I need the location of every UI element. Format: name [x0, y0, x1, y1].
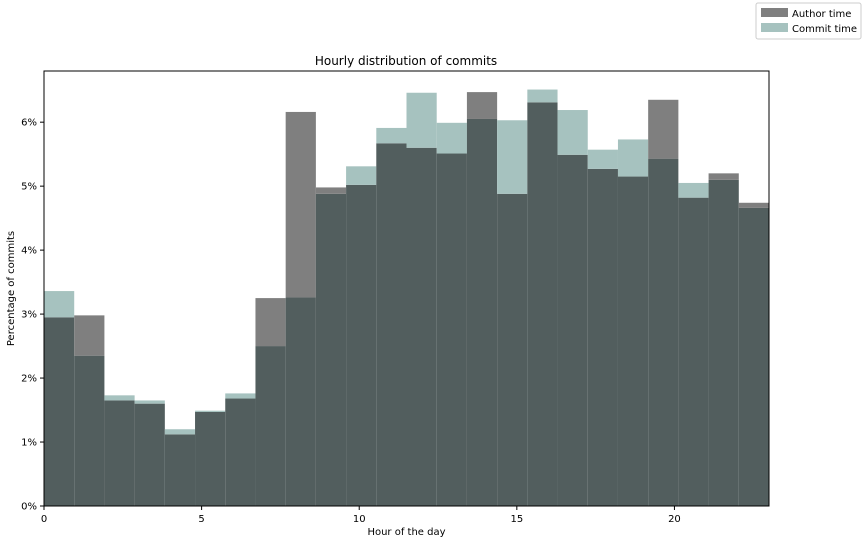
bar-overlap — [406, 147, 437, 506]
x-tick-label: 15 — [510, 514, 523, 525]
bar-commit-time — [104, 395, 135, 401]
bar-overlap — [376, 143, 407, 507]
bar-overlap — [617, 176, 649, 507]
y-tick-label: 4% — [21, 246, 37, 257]
bar-commit-time — [557, 110, 588, 155]
bar-commit-time — [678, 182, 709, 198]
bar-overlap — [255, 346, 286, 506]
legend-label-commit-time: Commit time — [792, 24, 857, 35]
bar-commit-time — [406, 92, 437, 148]
bar-overlap — [315, 193, 347, 506]
x-tick-label: 0 — [41, 514, 47, 525]
x-tick-label: 20 — [668, 514, 681, 525]
bar-overlap — [225, 398, 256, 506]
bar-overlap — [738, 207, 769, 506]
y-tick-label: 5% — [21, 182, 37, 193]
bar-overlap — [497, 193, 528, 506]
bar-overlap — [195, 411, 226, 506]
y-tick-label: 2% — [21, 374, 37, 385]
bar-author-time — [285, 111, 316, 298]
x-tick-label: 10 — [353, 514, 366, 525]
bar-overlap — [527, 102, 558, 507]
y-axis: 0% 1% 2% 3% 4% 5% 6% — [21, 118, 44, 513]
y-tick-label: 1% — [21, 438, 37, 449]
bar-commit-time — [587, 149, 618, 169]
bar-overlap — [74, 355, 105, 506]
legend-swatch-author-time — [761, 8, 788, 17]
bar-overlap — [436, 153, 467, 506]
bar-commit-time — [225, 393, 256, 399]
bar-author-time — [466, 92, 498, 119]
bar-commit-time — [134, 400, 165, 404]
bar-author-time — [255, 298, 286, 347]
bar-overlap — [134, 403, 165, 506]
bar-commit-time — [346, 166, 377, 185]
bar-overlap — [346, 184, 377, 506]
bar-overlap — [648, 158, 679, 506]
bar-author-time — [738, 202, 769, 208]
legend-swatch-commit-time — [761, 23, 788, 32]
x-axis: 0 5 10 15 20 — [41, 506, 681, 525]
legend: Author time Commit time — [755, 2, 862, 40]
y-tick-label: 6% — [21, 118, 37, 129]
bar-author-time — [708, 173, 739, 180]
bar-overlap — [466, 118, 498, 507]
bar-commit-time — [527, 89, 558, 103]
chart-title: Hourly distribution of commits — [315, 54, 497, 68]
bar-author-time — [648, 99, 679, 159]
y-tick-label: 0% — [21, 502, 37, 513]
bar-author-time — [315, 187, 347, 194]
y-axis-label: Percentage of commits — [6, 231, 17, 346]
bar-overlap — [708, 179, 739, 506]
bar-overlap — [104, 400, 135, 506]
bar-overlap — [44, 317, 75, 506]
bar-overlap — [285, 297, 316, 506]
bar-commit-time — [436, 122, 467, 154]
bar-overlap — [164, 434, 196, 506]
plot-frame — [43, 70, 770, 507]
bar-commit-time — [164, 429, 196, 435]
bar-overlap — [678, 197, 709, 507]
bar-commit-time — [195, 410, 226, 412]
y-tick-label: 3% — [21, 310, 37, 321]
bar-overlap — [557, 154, 588, 507]
bar-overlap — [587, 168, 618, 506]
bar-commit-time — [617, 139, 649, 177]
legend-label-author-time: Author time — [792, 9, 851, 20]
x-tick-label: 5 — [198, 514, 204, 525]
bar-commit-time — [376, 127, 407, 144]
bar-commit-time — [44, 291, 75, 318]
bar-author-time — [74, 315, 105, 356]
bar-commit-time — [497, 120, 528, 194]
bars-layer — [44, 89, 769, 507]
x-axis-label: Hour of the day — [367, 527, 445, 538]
